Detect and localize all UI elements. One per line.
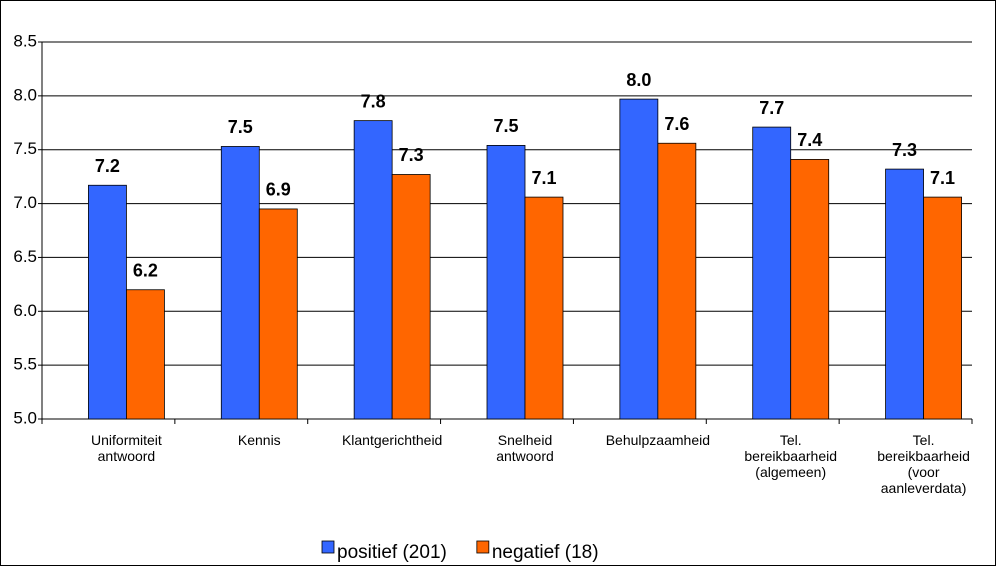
data-label: 6.2 (133, 260, 158, 280)
x-tick-label: Klantgerichtheid (342, 432, 442, 448)
bar (258, 208, 298, 420)
data-label: 7.6 (664, 114, 689, 134)
bar (619, 98, 659, 420)
bar (486, 145, 526, 420)
x-tick-label: Uniformiteit antwoord (91, 432, 162, 464)
legend-label: negatief (18) (492, 542, 599, 563)
bar (391, 174, 431, 420)
data-label: 7.2 (95, 156, 120, 176)
y-tick-label: 7.5 (13, 139, 37, 158)
bar (885, 168, 924, 420)
data-label: 7.1 (930, 168, 955, 188)
y-tick-label: 6.0 (13, 301, 37, 320)
y-tick-label: 6.5 (13, 247, 37, 266)
legend-swatch (476, 540, 490, 554)
x-tick-label: Tel. bereikbaarheid (voor aanleverdata) (877, 432, 970, 496)
bar (752, 126, 792, 420)
legend-label: positief (201) (337, 542, 447, 563)
y-tick-label: 5.5 (13, 355, 37, 374)
data-label: 7.7 (759, 98, 784, 118)
bar (790, 159, 830, 420)
y-tick-label: 8.0 (13, 85, 37, 104)
data-label: 8.0 (626, 70, 651, 90)
bar (353, 120, 393, 420)
x-tick-label: Tel. bereikbaarheid (algemeen) (744, 432, 837, 480)
data-label: 7.5 (493, 116, 518, 136)
x-tick-label: Kennis (238, 432, 281, 448)
bar (88, 184, 127, 420)
bar (524, 196, 564, 420)
data-label: 6.9 (266, 180, 291, 200)
y-tick-label: 7.0 (13, 193, 37, 212)
x-tick-label: Behulpzaamheid (606, 432, 710, 448)
bar (126, 289, 165, 420)
data-label: 7.5 (228, 117, 253, 137)
data-label: 7.1 (531, 168, 556, 188)
y-tick-label: 5.0 (13, 408, 37, 427)
bar (220, 146, 260, 420)
data-label: 7.3 (399, 145, 424, 165)
bar (923, 196, 962, 420)
data-label: 7.3 (892, 140, 917, 160)
data-label: 7.8 (361, 91, 386, 111)
bar (657, 142, 697, 420)
x-tick-label: Snelheid antwoord (496, 432, 554, 464)
y-tick-label: 8.5 (13, 31, 37, 50)
data-label: 7.4 (797, 130, 822, 150)
legend-swatch (321, 540, 335, 554)
